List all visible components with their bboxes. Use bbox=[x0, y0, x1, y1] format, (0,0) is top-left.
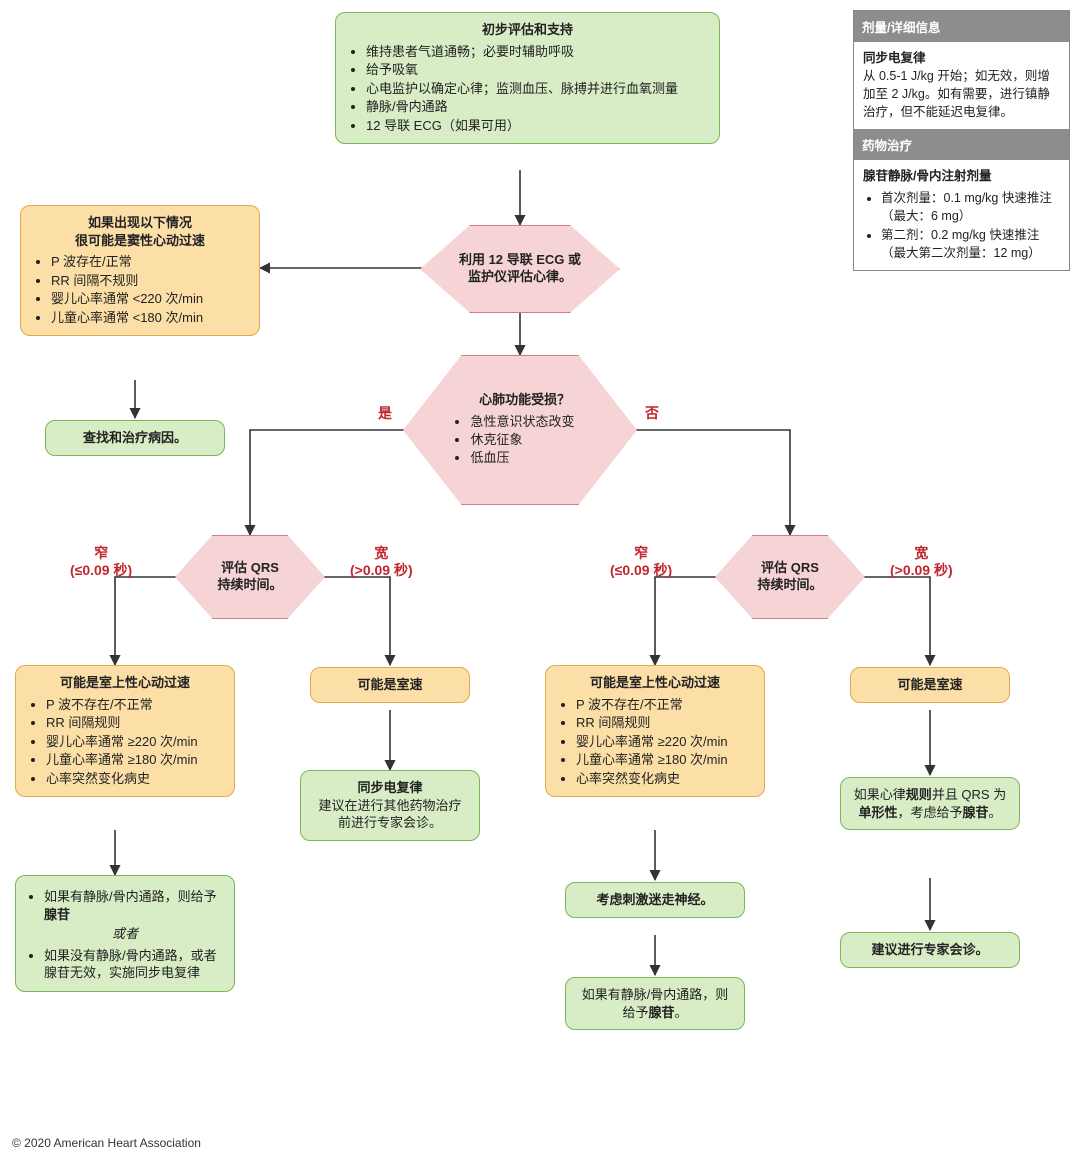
n1-list: 维持患者气道通畅；必要时辅助呼吸 给予吸氧 心电监护以确定心律；监测血压、脉搏并… bbox=[348, 43, 707, 135]
box-adenosine-right: 如果有静脉/骨内通路，则给予腺苷。 bbox=[565, 977, 745, 1030]
n1-title: 初步评估和支持 bbox=[348, 21, 707, 39]
box-svt-left: 可能是室上性心动过速 P 波不存在/不正常 RR 间隔规则 婴儿心率通常 ≥22… bbox=[15, 665, 235, 797]
box-svt-right: 可能是室上性心动过速 P 波不存在/不正常 RR 间隔规则 婴儿心率通常 ≥22… bbox=[545, 665, 765, 797]
sinus-list: P 波存在/正常 RR 间隔不规则 婴儿心率通常 <220 次/min 儿童心率… bbox=[33, 253, 247, 326]
box-vt-left: 可能是室速 bbox=[310, 667, 470, 703]
sinus-lead: 如果出现以下情况 bbox=[33, 214, 247, 232]
box-expert-consult: 建议进行专家会诊。 bbox=[840, 932, 1020, 968]
box-left-narrow-action: 如果有静脉/骨内通路，则给予腺苷 或者 如果没有静脉/骨内通路，或者腺苷无效，实… bbox=[15, 875, 235, 992]
hex-qrs-right: 评估 QRS 持续时间。 bbox=[715, 535, 865, 619]
sinus-title: 很可能是窦性心动过速 bbox=[33, 232, 247, 250]
label-yes: 是 bbox=[378, 405, 392, 422]
hex-compromise: 心肺功能受损？ 急性意识状态改变 休克征象 低血压 bbox=[403, 355, 637, 505]
copyright: © 2020 American Heart Association bbox=[12, 1136, 201, 1150]
label-no: 否 bbox=[645, 405, 659, 422]
box-vagal: 考虑刺激迷走神经。 bbox=[565, 882, 745, 918]
box-sinus-action: 查找和治疗病因。 bbox=[45, 420, 225, 456]
sidebar-h2: 药物治疗 bbox=[854, 129, 1069, 160]
box-right-wide-1: 如果心律规则并且 QRS 为单形性，考虑给予腺苷。 bbox=[840, 777, 1020, 830]
box-left-wide-action: 同步电复律 建议在进行其他药物治疗前进行专家会诊。 bbox=[300, 770, 480, 841]
sidebar-doses: 剂量/详细信息 同步电复律 从 0.5-1 J/kg 开始；如无效，则增加至 2… bbox=[853, 10, 1070, 271]
box-sinus: 如果出现以下情况 很可能是窦性心动过速 P 波存在/正常 RR 间隔不规则 婴儿… bbox=[20, 205, 260, 336]
hex-eval-rhythm: 利用 12 导联 ECG 或 监护仪评估心律。 bbox=[420, 225, 620, 313]
box-vt-right: 可能是室速 bbox=[850, 667, 1010, 703]
sidebar-h1: 剂量/详细信息 bbox=[854, 11, 1069, 42]
box-initial: 初步评估和支持 维持患者气道通畅；必要时辅助呼吸 给予吸氧 心电监护以确定心律；… bbox=[335, 12, 720, 144]
hex-qrs-left: 评估 QRS 持续时间。 bbox=[175, 535, 325, 619]
